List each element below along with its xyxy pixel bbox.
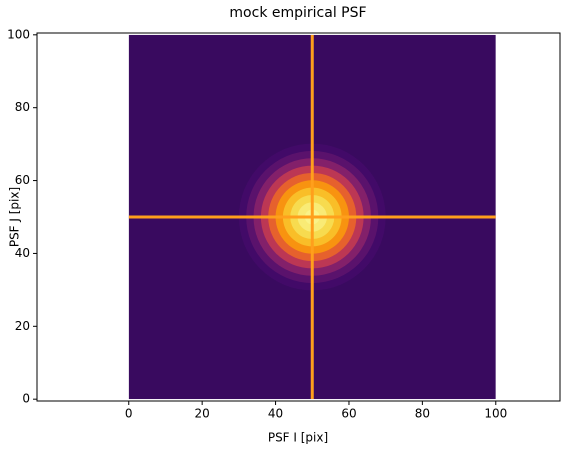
axes-frame bbox=[36, 32, 561, 402]
x-tick-label: 20 bbox=[195, 407, 210, 421]
x-axis-label: PSF I [pix] bbox=[268, 431, 328, 445]
x-tick-label: 80 bbox=[415, 407, 430, 421]
x-tick-label: 60 bbox=[341, 407, 356, 421]
heatmap bbox=[128, 34, 496, 400]
y-tick-label: 100 bbox=[7, 27, 30, 41]
x-tick-label: 100 bbox=[484, 407, 507, 421]
y-axis-label: PSF J [pix] bbox=[8, 187, 22, 247]
y-tick-label: 20 bbox=[15, 319, 30, 333]
x-tick-label: 0 bbox=[125, 407, 133, 421]
y-tick-label: 40 bbox=[15, 246, 30, 260]
y-tick-label: 80 bbox=[15, 100, 30, 114]
y-tick-label: 0 bbox=[22, 392, 30, 406]
y-tick-label: 60 bbox=[15, 173, 30, 187]
x-tick-label: 40 bbox=[268, 407, 283, 421]
chart-title: mock empirical PSF bbox=[229, 5, 366, 21]
